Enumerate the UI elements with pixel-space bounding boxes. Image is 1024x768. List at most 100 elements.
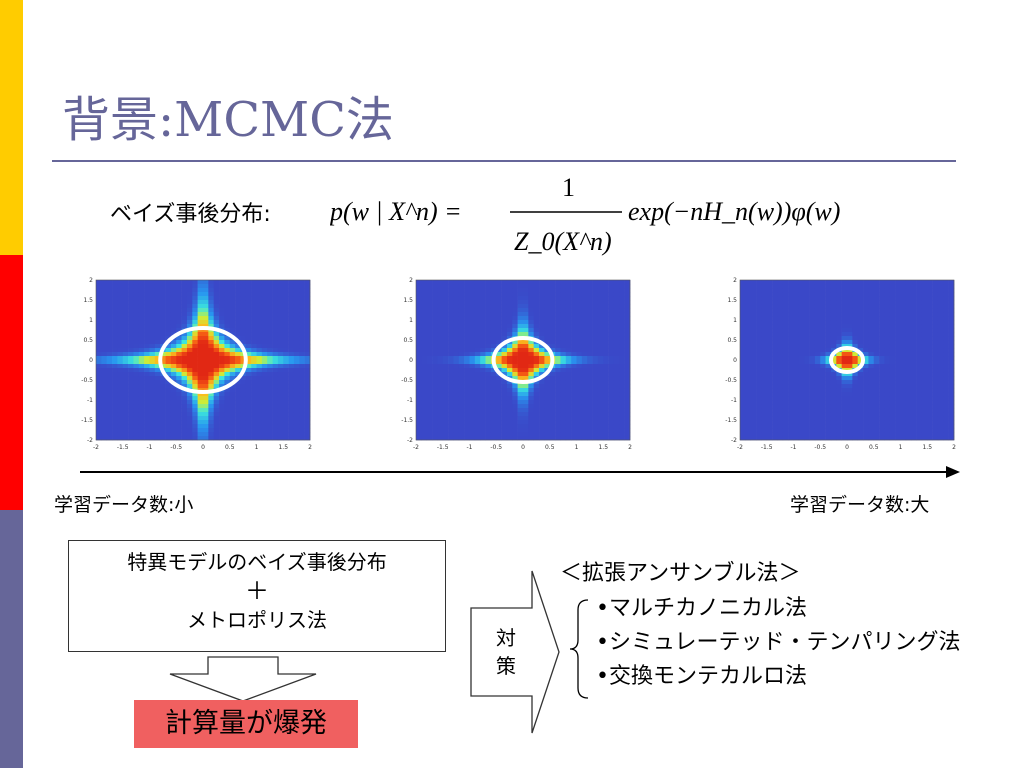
heatmap-cell xyxy=(820,304,826,309)
heatmap-cell xyxy=(863,384,869,389)
heatmap-cell xyxy=(165,328,172,333)
heatmap-cell xyxy=(101,420,107,425)
heatmap-cell xyxy=(879,352,885,357)
heatmap-cell xyxy=(432,360,438,365)
heatmap-cell xyxy=(879,296,885,301)
heatmap-cell xyxy=(544,396,551,401)
x-tick-label: 1 xyxy=(255,444,259,451)
heatmap-cell xyxy=(555,328,561,333)
heatmap-cell xyxy=(496,280,502,285)
heatmap-cell xyxy=(219,300,225,305)
heatmap-cell xyxy=(512,372,518,377)
x-tick-label: -2 xyxy=(413,444,419,451)
heatmap-cell xyxy=(112,344,118,349)
heatmap-cell xyxy=(208,364,214,369)
heatmap-cell xyxy=(144,320,150,325)
heatmap-cell xyxy=(932,380,939,385)
heatmap-cell xyxy=(624,392,631,397)
heatmap-cell xyxy=(240,288,247,293)
heatmap-cell xyxy=(490,408,497,413)
heatmap-cell xyxy=(793,408,800,413)
heatmap-cell xyxy=(453,368,460,373)
heatmap-cell xyxy=(288,340,295,345)
heatmap-cell xyxy=(555,356,561,361)
heatmap-cell xyxy=(261,416,268,421)
heatmap-cell xyxy=(911,308,917,313)
heatmap-cell xyxy=(895,356,901,361)
heatmap-cell xyxy=(873,380,880,385)
heatmap-cell xyxy=(820,344,826,349)
heatmap-cell xyxy=(932,348,939,353)
heatmap-cell xyxy=(884,328,891,333)
heatmap-cell xyxy=(927,288,933,293)
heatmap-cell xyxy=(830,392,837,397)
heatmap-cell xyxy=(809,380,816,385)
heatmap-cell xyxy=(873,324,880,329)
heatmap-cell xyxy=(293,404,300,409)
heatmap-cell xyxy=(245,356,252,361)
heatmap-cell xyxy=(624,396,631,401)
heatmap-cell xyxy=(160,280,166,285)
heatmap-cell xyxy=(857,384,864,389)
heatmap-cell xyxy=(229,392,236,397)
heatmap-cell xyxy=(288,396,295,401)
heatmap-cell xyxy=(490,376,497,381)
heatmap-cell xyxy=(889,360,896,365)
heatmap-cell xyxy=(772,292,778,297)
heatmap-cell xyxy=(421,396,427,401)
heatmap-cell xyxy=(256,308,263,313)
heatmap-cell xyxy=(283,288,289,293)
heatmap-cell xyxy=(943,304,949,309)
heatmap-cell xyxy=(745,428,751,433)
heatmap-cell xyxy=(261,388,268,393)
heatmap-cell xyxy=(165,360,172,365)
heatmap-cell xyxy=(128,292,134,297)
heatmap-cell xyxy=(523,412,529,417)
heatmap-cell xyxy=(96,288,102,293)
heatmap-cell xyxy=(229,316,236,321)
heatmap-cell xyxy=(857,408,864,413)
heatmap-cell xyxy=(144,420,150,425)
heatmap-cell xyxy=(501,292,508,297)
heatmap-cell xyxy=(932,388,939,393)
heatmap-cell xyxy=(793,332,800,337)
heatmap-cell xyxy=(176,324,182,329)
heatmap-cell xyxy=(256,412,263,417)
heatmap-cell xyxy=(603,308,609,313)
heatmap-cell xyxy=(905,308,912,313)
heatmap-cell xyxy=(277,380,284,385)
heatmap-cell xyxy=(176,304,182,309)
heatmap-cell xyxy=(144,364,150,369)
heatmap-cell xyxy=(245,388,252,393)
heatmap-cell xyxy=(176,372,182,377)
heatmap-cell xyxy=(154,396,161,401)
heatmap-cell xyxy=(857,432,864,437)
heatmap-cell xyxy=(277,432,284,437)
heatmap-cell xyxy=(740,356,746,361)
heatmap-cell xyxy=(868,296,875,301)
heatmap-cell xyxy=(597,356,604,361)
heatmap-cell xyxy=(448,408,454,413)
heatmap-cell xyxy=(293,328,300,333)
heatmap-cell xyxy=(283,324,289,329)
heatmap-cell xyxy=(900,376,907,381)
heatmap-cell xyxy=(96,308,102,313)
x-tick-label: 1 xyxy=(575,444,579,451)
heatmap-cell xyxy=(267,364,273,369)
heatmap-cell xyxy=(421,316,427,321)
heatmap-cell xyxy=(884,356,891,361)
heatmap-cell xyxy=(213,292,220,297)
heatmap-cell xyxy=(565,324,572,329)
heatmap-cell xyxy=(900,288,907,293)
heatmap-cell xyxy=(624,300,631,305)
heatmap-cell xyxy=(809,316,816,321)
heatmap-cell xyxy=(138,408,145,413)
heatmap-cell xyxy=(836,416,842,421)
heatmap-cell xyxy=(804,360,810,365)
heatmap-cell xyxy=(895,288,901,293)
heatmap-cell xyxy=(581,296,588,301)
heatmap-cell xyxy=(782,396,789,401)
heatmap-cell xyxy=(219,376,225,381)
heatmap-cell xyxy=(809,376,816,381)
heatmap-cell xyxy=(501,364,508,369)
